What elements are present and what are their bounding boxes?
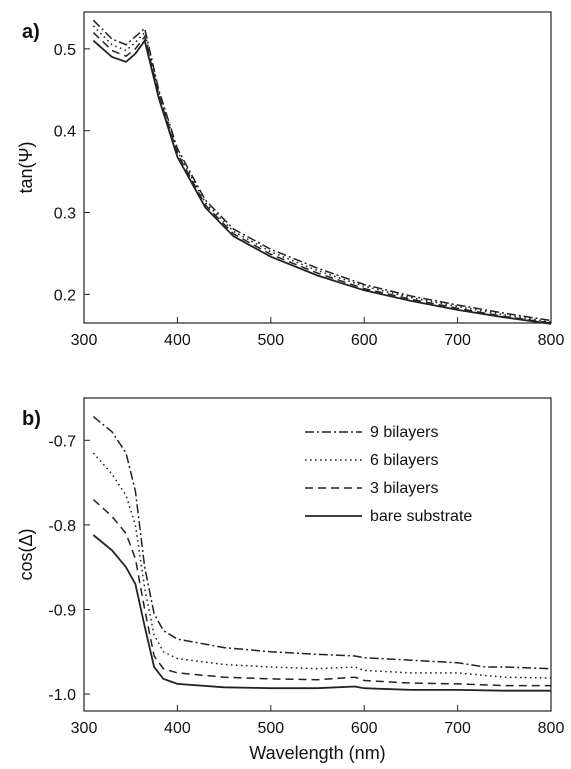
series-line-dotted xyxy=(92,452,552,679)
x-tick-label: 500 xyxy=(257,720,284,737)
x-tick-label: 300 xyxy=(71,720,98,737)
x-tick-label: 500 xyxy=(257,332,284,349)
chart-panel-a: 300 400 500 600 700 800 0.2 0.3 0.4 0.5 a) tan(Ψ) xyxy=(16,11,565,349)
y-tick-label: -1.0 xyxy=(48,687,76,704)
y-tick-label: 0.5 xyxy=(54,42,76,59)
panel-label: b) xyxy=(22,408,41,430)
x-tick-label: 700 xyxy=(444,720,471,737)
x-axis-label: Wavelength (nm) xyxy=(249,743,385,763)
y-axis-label: tan(Ψ) xyxy=(16,141,36,193)
legend-label: bare substrate xyxy=(370,508,472,525)
plot-frame xyxy=(83,397,552,712)
y-tick-label: -0.9 xyxy=(48,602,76,619)
x-tick-label: 600 xyxy=(351,720,378,737)
series-line-dashdot xyxy=(92,416,552,670)
x-tick-label: 800 xyxy=(538,332,565,349)
y-tick-label: -0.8 xyxy=(48,518,76,535)
x-tick-label: 700 xyxy=(444,332,471,349)
legend-label: 6 bilayers xyxy=(370,452,438,469)
x-tick-label: 800 xyxy=(538,720,565,737)
y-axis-label: cos(Δ) xyxy=(16,528,36,580)
y-tick-label: 0.2 xyxy=(54,287,76,304)
y-tick-label: 0.3 xyxy=(54,206,76,223)
legend-label: 9 bilayers xyxy=(370,424,438,441)
panel-label: a) xyxy=(22,21,40,43)
legend: 9 bilayers 6 bilayers 3 bilayers bare subst… xyxy=(305,424,472,525)
x-tick-label: 400 xyxy=(164,332,191,349)
series-line-solid xyxy=(92,534,551,692)
chart-panel-b: 300 400 500 600 700 800 -0.7 -0.8 -0.9 -1.0 b) cos(… xyxy=(16,397,565,763)
x-tick-label: 600 xyxy=(351,332,378,349)
x-tick-label: 300 xyxy=(71,332,98,349)
series-line-dashdot xyxy=(92,19,552,322)
plot-frame xyxy=(83,11,552,324)
legend-label: 3 bilayers xyxy=(370,480,438,497)
series-line-dashed xyxy=(92,498,551,687)
y-tick-label: 0.4 xyxy=(54,124,76,141)
x-tick-label: 400 xyxy=(164,720,191,737)
series-line-dashed xyxy=(92,31,552,324)
y-tick-label: -0.7 xyxy=(48,433,76,450)
series-line-solid xyxy=(92,38,552,325)
